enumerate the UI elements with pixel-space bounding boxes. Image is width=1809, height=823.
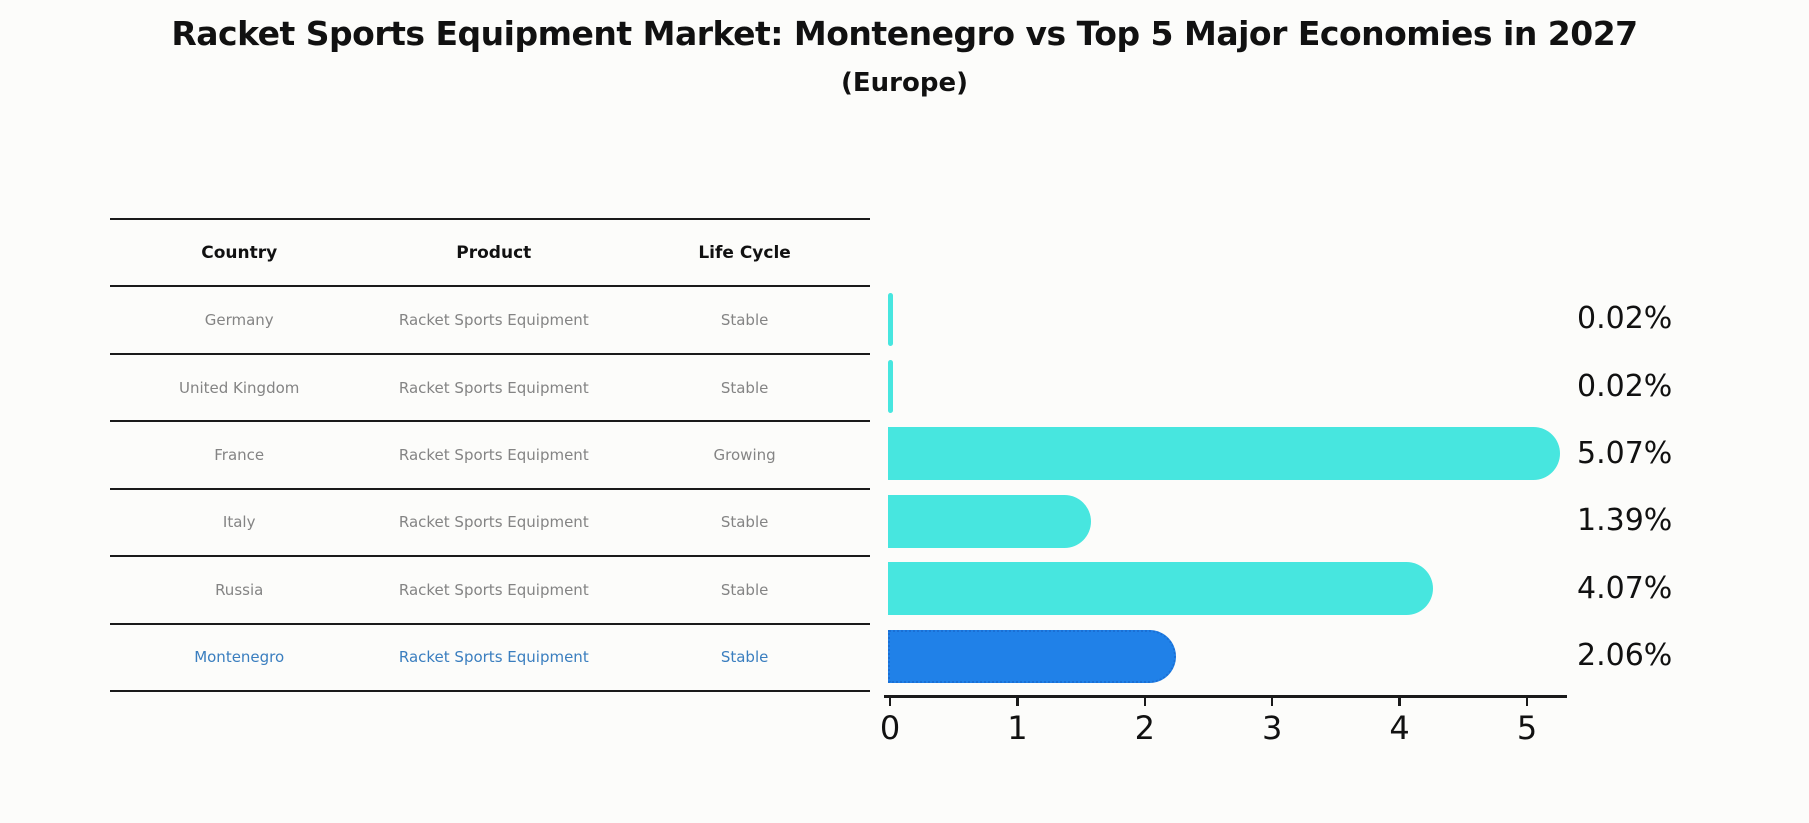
bar-germany — [888, 292, 893, 346]
x-axis-tick-label: 5 — [1516, 709, 1538, 747]
product-cell: Racket Sports Equipment — [398, 648, 589, 667]
country-cell: Russia — [215, 580, 264, 599]
country-cell: United Kingdom — [178, 378, 300, 397]
x-axis-tick — [1016, 695, 1019, 706]
x-axis-tick — [1525, 695, 1529, 706]
life-cycle-cell: Stable — [720, 648, 769, 667]
table-row: Italy Racket Sports Equipment Stable — [110, 490, 870, 558]
bar-value-label: 0.02% — [1577, 368, 1673, 404]
bar-value-label: 1.39% — [1577, 503, 1673, 539]
x-axis-tick — [1270, 695, 1274, 706]
chart-subtitle: (Europe) — [841, 68, 968, 98]
table-row: France Racket Sports Equipment Growing — [110, 422, 870, 490]
product-cell: Racket Sports Equipment — [398, 445, 589, 464]
x-axis-tick — [888, 695, 892, 706]
bar-value-label: 4.07% — [1577, 570, 1673, 606]
life-cycle-cell: Growing — [713, 445, 776, 464]
product-cell: Racket Sports Equipment — [398, 378, 589, 397]
x-axis-tick-label: 4 — [1389, 709, 1410, 747]
table-row: United Kingdom Racket Sports Equipment Sta… — [110, 355, 870, 423]
product-cell: Racket Sports Equipment — [398, 513, 589, 532]
country-cell: France — [214, 445, 265, 464]
table-header-cell: Country — [201, 242, 278, 263]
table-row: Russia Racket Sports Equipment Stable — [110, 557, 870, 625]
table-row: Germany Racket Sports Equipment Stable — [110, 287, 870, 355]
x-axis-tick — [1398, 695, 1401, 706]
x-axis-tick-label: 1 — [1007, 709, 1028, 747]
x-axis-tick-label: 0 — [879, 709, 901, 747]
bar-value-label: 2.06% — [1577, 638, 1673, 674]
country-cell: Montenegro — [194, 648, 285, 667]
x-axis-tick-label: 2 — [1134, 709, 1155, 747]
life-cycle-cell: Stable — [720, 580, 769, 599]
x-axis-line — [884, 695, 1567, 698]
bar-montenegro — [888, 629, 1177, 683]
bar-united-kingdom — [888, 360, 893, 414]
product-cell: Racket Sports Equipment — [398, 580, 589, 599]
life-cycle-cell: Stable — [720, 513, 769, 532]
table-header-cell: Life Cycle — [698, 242, 791, 263]
comparison-table: Country Product Life Cycle Germany Racket Sp… — [110, 218, 870, 692]
x-axis-tick-label: 3 — [1262, 709, 1283, 747]
product-cell: Racket Sports Equipment — [398, 311, 589, 330]
table-header-cell: Product — [456, 242, 532, 263]
table-header-row: Country Product Life Cycle — [110, 220, 870, 288]
life-cycle-cell: Stable — [720, 311, 769, 330]
bar-value-label: 0.02% — [1577, 301, 1673, 337]
bar-russia — [888, 562, 1433, 616]
country-cell: Germany — [204, 311, 274, 330]
chart-title: Racket Sports Equipment Market: Monteneg… — [171, 14, 1638, 53]
bar-france — [888, 427, 1560, 481]
bar-italy — [888, 494, 1092, 548]
life-cycle-cell: Stable — [720, 378, 769, 397]
table-row: Montenegro Racket Sports Equipment Stable — [110, 625, 870, 692]
x-axis-tick — [1143, 695, 1147, 706]
country-cell: Italy — [222, 513, 256, 532]
bar-value-label: 5.07% — [1577, 435, 1673, 471]
